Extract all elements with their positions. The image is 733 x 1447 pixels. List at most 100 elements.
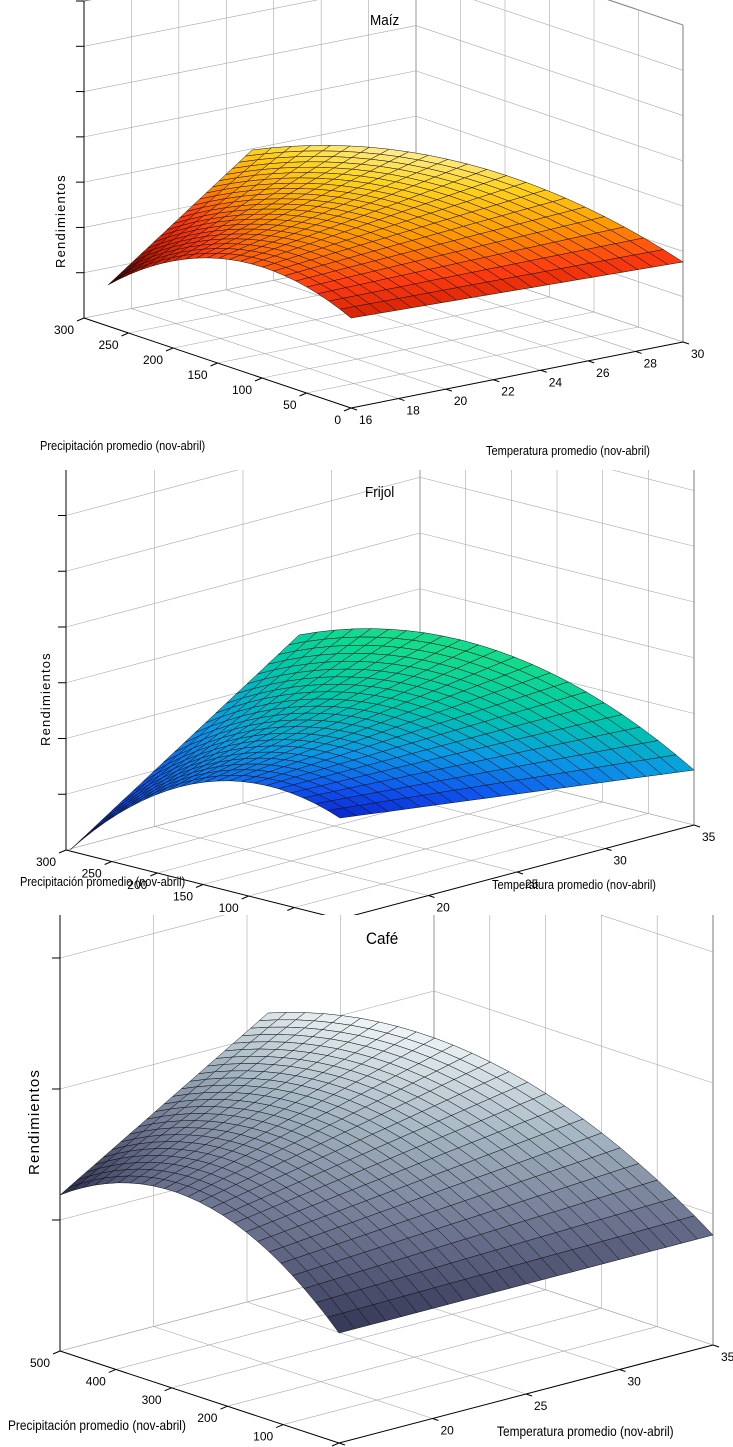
x-tick [712,1344,720,1348]
x-tick-label: 30 [614,854,628,868]
surface-patch [339,306,367,319]
surface [59,1012,714,1334]
x-tick [338,1442,346,1446]
y-tick-label: 50 [283,398,297,412]
y-tick [254,377,263,382]
wall-grid-z [83,115,417,183]
floor-grid-y [202,790,558,885]
y-tick-label: 500 [30,1356,50,1370]
x-tick [398,398,405,402]
wall-grid-z [83,25,417,92]
y-tick [210,362,218,367]
x-tick-label: 25 [534,1399,548,1413]
floor-grid-y [217,296,550,364]
x-tick [516,871,524,875]
x-axis-label: Temperatura promedio (nov-abril) [492,877,656,892]
y-tick [150,872,158,877]
side-grid-z [415,115,684,207]
side-grid-z [419,476,695,547]
floor-grid-x [246,1301,527,1395]
x-tick-label: 35 [702,830,716,844]
y-tick-label: 150 [173,890,193,904]
y-tick-label: 250 [82,867,102,881]
y-tick-label: 200 [197,1411,217,1425]
surface-plot-frijol: 1520253035050100150200250300 [36,470,716,915]
x-tick-label: 18 [406,404,420,418]
side-grid-z [599,915,714,953]
floor-grid-y [261,311,595,379]
wall-grid-z [65,476,421,572]
x-tick-label: 20 [454,394,468,408]
side-grid-z [607,0,684,26]
x-tick [350,407,358,411]
side-grid-z [419,588,695,659]
y-tick-label: 400 [86,1374,106,1388]
chart-title: Maíz [370,12,400,29]
wall-grid-z [65,532,421,628]
surface-patch [326,1312,356,1334]
side-grid-z [433,990,714,1084]
y-tick [195,884,204,888]
y-tick-label: 0 [334,413,341,427]
x-axis-label: Temperatura promedio (nov-abril) [497,1423,674,1439]
x-tick [445,388,453,392]
surface-patch [107,272,127,286]
y-axis-label: Precipitación promedio (nov-abril) [40,438,206,453]
floor-grid-y [171,1289,546,1389]
y-axis-line [59,1350,340,1444]
x-tick [619,1369,626,1372]
x-tick-label: 20 [441,1424,455,1438]
y-axis-label: Precipitación promedio (nov-abril) [20,874,186,889]
x-tick-label: 16 [359,413,373,427]
x-tick [432,1418,439,1421]
y-axis-label: Precipitación promedio (nov-abril) [8,1417,186,1433]
y-tick [52,1350,61,1355]
wall-grid-z [83,0,91,2]
floor-grid-y [306,326,639,394]
floor-grid-x [153,1326,433,1419]
floor-grid-y [227,1307,602,1407]
x-tick-label: 24 [549,375,563,389]
y-tick [343,407,352,412]
x-tick-label: 35 [721,1350,733,1364]
x-tick [428,895,435,898]
y-tick-label: 200 [143,353,163,367]
x-tick-label: 30 [628,1375,642,1389]
floor-grid-y [353,824,695,915]
side-grid-z [415,70,684,162]
y-tick-label: 100 [219,901,239,915]
y-tick-label: 300 [54,323,74,337]
x-tick-label: 30 [691,347,705,361]
x-tick-label: 28 [644,356,658,370]
wall-grid-z [65,588,421,684]
y-tick [276,1424,284,1429]
y-tick-label: 250 [98,338,118,352]
y-tick [220,1405,228,1410]
y-tick [287,907,295,911]
z-axis-label: Rendimientos [26,1068,43,1175]
x-tick-label: 25 [525,877,539,891]
floor-grid-y [294,813,649,908]
y-tick [76,317,85,322]
x-tick [635,350,642,354]
y-tick-label: 150 [187,368,207,382]
wall-grid-z [83,70,417,138]
wall-grid-z [59,915,226,959]
side-grid-z [415,25,684,116]
surface [107,145,684,319]
y-tick-label: 100 [253,1430,273,1444]
y-tick [108,1368,116,1373]
x-tick [605,848,612,851]
x-tick [540,369,547,373]
chart-frijol: 1520253035050100150200250300 Frijol Rend… [0,470,733,915]
chart-cafe: 15202530350100200300400500 Café Rendimie… [0,915,733,1447]
y-tick-label: 300 [142,1393,162,1407]
x-tick [525,1393,533,1397]
wall-grid-z [65,470,239,516]
y-tick [58,849,67,854]
x-tick [587,360,595,364]
surface-patch [326,807,357,819]
x-axis-line [353,824,695,915]
x-axis-label: Temperatura promedio (nov-abril) [486,443,650,458]
surface [69,628,695,851]
